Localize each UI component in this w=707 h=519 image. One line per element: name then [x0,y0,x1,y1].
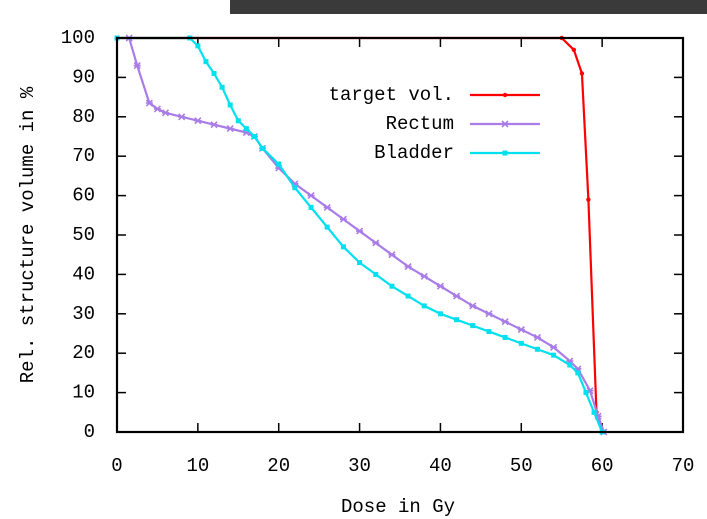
y-tick-label: 90 [72,66,95,88]
marker [227,102,233,108]
x-tick-label: 70 [672,455,695,477]
marker [161,109,170,117]
marker [486,329,492,335]
marker [518,340,524,346]
marker [339,215,347,223]
x-tick-label: 50 [510,455,533,477]
marker [551,352,557,358]
legend-label: Rectum [386,113,454,135]
marker [203,59,209,65]
marker [502,334,508,340]
marker [145,99,153,107]
marker [153,105,161,113]
plot-frame [115,36,685,434]
y-tick-label: 0 [84,421,95,443]
marker [235,118,241,124]
marker [307,192,315,200]
legend-label: target vol. [329,84,454,106]
marker [340,244,346,250]
marker [243,126,249,132]
marker [421,303,427,309]
marker [550,343,558,351]
marker [251,134,257,139]
x-tick-label: 40 [429,455,452,477]
marker [501,318,509,326]
marker [567,362,573,368]
marker [388,251,396,259]
y-tick-label: 100 [61,27,95,49]
marker [389,283,395,289]
marker [575,370,581,376]
legend-label: Bladder [374,142,454,164]
x-tick-label: 0 [111,455,122,477]
marker [226,125,234,133]
marker [533,333,542,342]
marker [308,204,314,210]
marker [194,117,202,125]
marker [485,310,493,318]
y-tick-label: 10 [72,382,95,404]
marker [372,239,380,247]
y-tick-label: 60 [72,185,95,207]
x-tick-label: 60 [591,455,614,477]
y-tick-label: 70 [72,145,95,167]
marker [357,260,363,266]
marker [591,409,597,415]
marker [437,311,443,317]
marker [356,227,364,235]
marker [453,292,461,300]
marker [420,272,428,280]
marker [324,224,330,230]
marker [517,325,525,334]
x-tick-label: 20 [267,455,290,477]
marker [210,121,218,129]
marker [219,84,225,90]
y-tick-label: 20 [72,342,95,364]
marker [292,185,298,191]
marker [405,293,411,299]
marker [276,161,282,167]
marker [571,47,577,53]
x-tick-label: 10 [186,455,209,477]
marker [579,71,585,76]
marker [470,323,476,329]
marker [211,70,217,76]
marker [404,262,412,271]
marker [323,203,331,211]
marker [454,317,460,323]
y-tick-label: 80 [72,106,95,128]
marker [373,271,379,277]
marker [501,120,509,128]
marker [534,346,540,352]
y-tick-label: 40 [72,263,95,285]
marker [502,150,508,156]
marker [502,92,508,98]
marker [436,282,444,290]
marker [133,62,141,70]
marker [195,43,201,49]
y-tick-label: 30 [72,303,95,325]
marker [469,302,477,310]
marker [586,197,591,202]
y-axis-label: Rel. structure volume in % [17,86,39,383]
marker [583,390,589,396]
x-axis-label: Dose in Gy [341,496,455,518]
y-tick-label: 50 [72,224,95,246]
marker [178,113,186,121]
image-strip [230,0,707,14]
marker [260,145,266,151]
x-tick-label: 30 [348,455,371,477]
series-line [117,36,604,433]
